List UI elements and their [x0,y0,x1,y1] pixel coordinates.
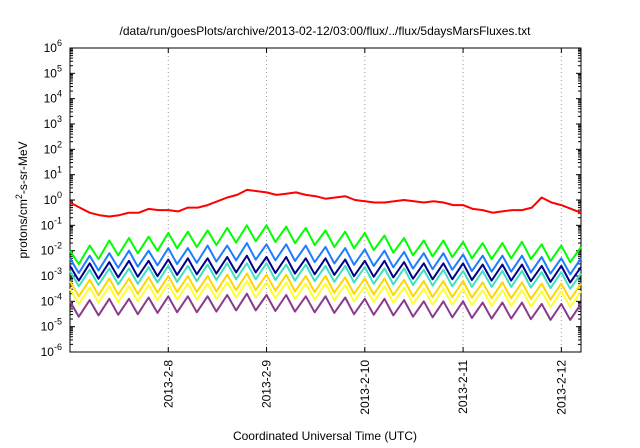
y-tick-label: 10-3 [41,266,62,283]
y-tick-base: 10 [41,244,55,258]
y-tick-base: 10 [44,41,58,55]
y-tick-exponent: 5 [57,63,62,73]
series-line [69,262,582,290]
y-tick-exponent: 6 [57,38,62,48]
x-axis-label: Coordinated Universal Time (UTC) [233,429,417,443]
y-tick-label: 101 [44,165,62,182]
y-tick-label: 104 [44,89,62,106]
x-tick-label: 2013-2-8 [161,360,175,408]
y-tick-base: 10 [41,218,55,232]
y-tick-exponent: -4 [54,291,62,301]
x-tick-label: 2013-2-12 [554,360,568,415]
y-tick-exponent: 4 [57,89,62,99]
y-axis-label: protons/cm2-s-sr-MeV [14,141,30,258]
x-axis-ticks: 2013-2-8 2013-2-9 2013-2-10 2013-2-11 2013-2… [161,48,568,415]
series-line [69,188,582,218]
y-tick-exponent: 2 [57,139,62,149]
y-tick-label: 10-5 [41,317,62,334]
series-line [69,272,582,301]
y-tick-label: 10-2 [41,241,62,258]
y-tick-exponent: -3 [54,266,62,276]
y-tick-exponent: -1 [54,215,62,225]
y-tick-label: 10-4 [41,291,62,308]
y-tick-base: 10 [44,193,58,207]
y-tick-exponent: 1 [57,165,62,175]
x-tick-label: 2013-2-11 [456,360,470,414]
y-tick-base: 10 [41,345,55,359]
y-tick-label: 10-1 [41,215,62,232]
y-tick-exponent: 0 [57,190,62,200]
series-line [69,280,582,309]
y-tick-label: 102 [44,139,62,156]
y-tick-base: 10 [44,142,58,156]
y-tick-exponent: 3 [57,114,62,124]
y-tick-exponent: -5 [54,317,62,327]
y-tick-base: 10 [44,92,58,106]
y-tick-exponent: -2 [54,241,62,251]
y-axis-label-main: protons/cm [16,199,30,258]
y-tick-base: 10 [41,269,55,283]
series-line [69,224,582,266]
x-tick-label: 2013-2-10 [358,360,372,415]
vertical-grid-lines [167,48,562,352]
chart-title: /data/run/goesPlots/archive/2013-02-12/0… [120,24,532,38]
x-tick-label: 2013-2-9 [260,360,274,408]
data-series [69,188,582,321]
y-tick-base: 10 [44,117,58,131]
y-tick-label: 10-6 [41,342,62,359]
y-tick-base: 10 [41,320,55,334]
series-line [69,242,582,276]
series-line [69,292,582,321]
y-tick-label: 100 [44,190,62,207]
y-tick-label: 106 [44,38,62,55]
y-axis-label-sup: 2 [14,194,24,199]
y-tick-exponent: -6 [54,342,62,352]
y-tick-base: 10 [44,66,58,80]
y-tick-base: 10 [44,168,58,182]
y-tick-base: 10 [41,294,55,308]
y-tick-label: 105 [44,63,62,80]
y-axis-label-rest: -s-sr-MeV [16,141,30,194]
series-line [69,254,582,284]
y-tick-label: 103 [44,114,62,131]
